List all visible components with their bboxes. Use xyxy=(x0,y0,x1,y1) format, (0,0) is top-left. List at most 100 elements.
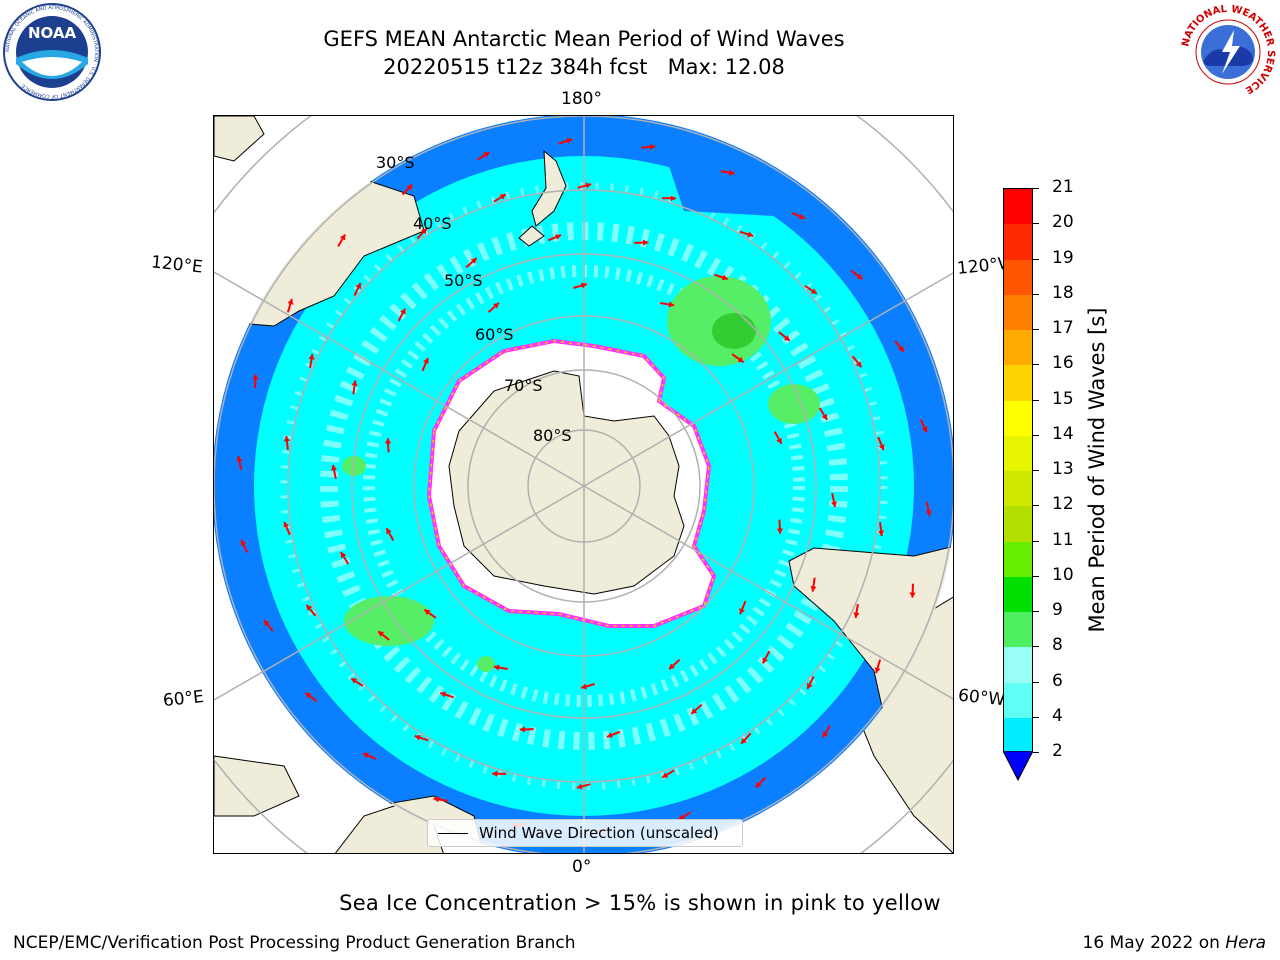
wind-arrow-head xyxy=(421,228,427,235)
wind-arrow-head xyxy=(576,783,583,790)
wind-arrow-head xyxy=(755,781,762,788)
wind-arrow-head xyxy=(440,691,447,698)
colorbar-tick-label: 20 xyxy=(1052,212,1074,233)
wind-arrow-head xyxy=(643,239,649,246)
colorbar-tick-label: 15 xyxy=(1052,388,1074,409)
legend-line-sample xyxy=(438,833,468,834)
wind-arrow-head xyxy=(555,234,562,240)
lon-label-60e: 60°E xyxy=(162,686,205,712)
wind-arrow-head xyxy=(283,521,290,528)
wind-arrow-head xyxy=(925,510,932,516)
chart-subtitle: 20220515 t12z 384h fcst Max: 12.08 xyxy=(383,55,785,79)
colorbar-tick-mark xyxy=(1033,293,1039,295)
wind-arrow-head xyxy=(283,436,290,442)
wind-arrow-head xyxy=(776,437,782,444)
wind-arrow-head xyxy=(831,501,837,507)
wind-arrow-head xyxy=(331,465,337,471)
wind-arrow-head xyxy=(340,552,347,559)
lon-label-60w: 60°W xyxy=(957,685,1006,711)
colorbar-tick-mark xyxy=(1033,470,1039,471)
colorbar-segment xyxy=(1004,259,1032,296)
wind-arrow-head xyxy=(669,663,675,670)
wind-arrow-head xyxy=(493,664,500,671)
lon-label-180: 180° xyxy=(561,89,602,109)
colorbar-tick-mark xyxy=(1033,223,1039,225)
wind-arrow-head xyxy=(662,772,669,778)
lat-label-60s: 60°S xyxy=(475,325,514,344)
wind-arrow-head xyxy=(898,345,904,352)
colorbar-tick-mark xyxy=(1033,329,1039,330)
colorbar-tick-mark xyxy=(1033,258,1039,260)
wind-arrow-head xyxy=(721,274,728,281)
wind-arrow-head xyxy=(670,195,676,202)
colorbar-segment xyxy=(1004,506,1032,542)
lat-label-50s: 50°S xyxy=(444,271,483,290)
wind-arrow-head xyxy=(305,692,312,699)
wind-arrow-head xyxy=(470,258,477,264)
graticule xyxy=(214,116,953,853)
colorbar-segment xyxy=(1004,612,1032,648)
wind-arrow-head xyxy=(493,302,499,309)
wind-arrow-head xyxy=(606,732,613,738)
colorbar-tick-mark xyxy=(1033,364,1039,366)
colorbar-tick-mark xyxy=(1033,752,1039,753)
colorbar-tick-label: 14 xyxy=(1052,423,1074,444)
wind-arrow-head xyxy=(762,657,768,664)
colorbar-tick-label: 19 xyxy=(1052,247,1074,268)
colorbar-tick-label: 8 xyxy=(1052,635,1063,656)
wind-arrow-head xyxy=(878,444,885,451)
colorbar-segment xyxy=(1004,400,1032,437)
wind-arrow-head xyxy=(776,528,783,534)
wind-arrow-head xyxy=(668,301,675,308)
colorbar-segment xyxy=(1004,647,1032,683)
wind-arrow-head xyxy=(650,143,656,150)
colorbar-segment xyxy=(1004,541,1032,578)
lat-label-30s: 30°S xyxy=(376,153,415,172)
land-new-zealand xyxy=(531,149,567,227)
colorbar-tick-mark xyxy=(1033,540,1039,542)
colorbar-extend-triangle xyxy=(1003,751,1033,781)
colorbar-tick-label: 6 xyxy=(1052,670,1063,691)
colorbar-segment xyxy=(1004,189,1032,225)
wind-arrow-head xyxy=(499,194,506,200)
wind-arrow-head xyxy=(406,184,413,191)
wind-arrow-head xyxy=(747,231,754,238)
wind-arrow-head xyxy=(566,138,572,144)
wind-arrow-head xyxy=(678,814,685,820)
wind-arrow-head xyxy=(855,361,862,368)
lon-label-120e: 120°E xyxy=(150,252,204,278)
wind-arrow-head xyxy=(691,708,698,714)
colorbar-tick-mark xyxy=(1033,681,1039,683)
wind-arrow-head xyxy=(821,413,828,420)
wind-arrow-head xyxy=(236,456,243,462)
wind-arrow-head xyxy=(856,273,863,280)
colorbar-tick-mark xyxy=(1033,575,1039,577)
wind-arrow-head xyxy=(853,612,860,618)
polar-map xyxy=(214,116,953,853)
lon-label-0: 0° xyxy=(572,857,592,877)
colorbar-segment xyxy=(1004,471,1032,507)
colorbar-tick-label: 9 xyxy=(1052,600,1063,620)
wind-arrow-head xyxy=(519,726,525,733)
wind-arrow-head xyxy=(921,426,928,433)
wind-arrow-head xyxy=(287,298,294,305)
lat-label-40s: 40°S xyxy=(413,214,452,233)
wind-arrow-head xyxy=(909,592,916,598)
land-corner-top-left xyxy=(214,116,265,162)
footer-credit: NCEP/EMC/Verification Post Processing Pr… xyxy=(13,933,576,953)
colorbar-tick-label: 21 xyxy=(1052,177,1074,197)
footer-date: 16 May 2022 on Hera xyxy=(1082,933,1267,953)
sea-ice-note: Sea Ice Concentration > 15% is shown in … xyxy=(339,891,941,915)
colorbar-tick-mark xyxy=(1033,505,1039,507)
wind-arrow-head xyxy=(739,608,745,615)
map-legend: Wind Wave Direction (unscaled) xyxy=(427,819,743,847)
colorbar-segment xyxy=(1004,682,1032,719)
colorbar-segment xyxy=(1004,717,1032,754)
wind-arrow-head xyxy=(385,438,392,444)
map-frame: 30°S 40°S 50°S 60°S 70°S 80°S Wind Wave … xyxy=(213,115,954,854)
colorbar-tick-label: 12 xyxy=(1052,494,1074,515)
colorbar-segment xyxy=(1004,330,1032,366)
colorbar-segment xyxy=(1004,435,1032,472)
colorbar-tick-label: 4 xyxy=(1052,705,1063,726)
wind-arrow-head xyxy=(363,752,369,759)
